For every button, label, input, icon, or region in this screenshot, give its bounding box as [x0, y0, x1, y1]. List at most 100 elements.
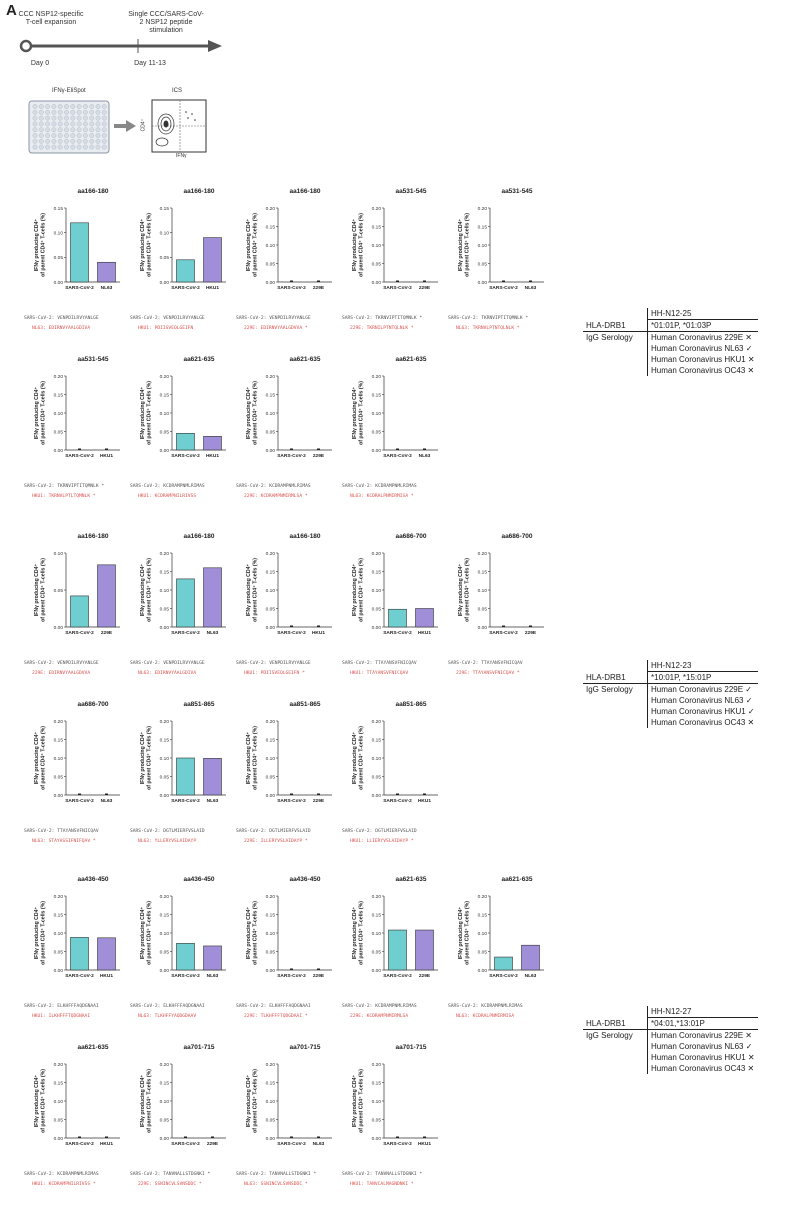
y-tick-label: 0.00 [372, 448, 382, 454]
elispot-well [38, 138, 44, 144]
y-tick-label: 0.05 [54, 1117, 64, 1123]
y-axis-label-line2: of parent CD4⁺ T-cells (%) [147, 901, 153, 965]
elispot-well [51, 109, 57, 115]
elispot-well [51, 121, 57, 127]
y-tick-label: 0.00 [54, 1136, 64, 1142]
x-tick-label: HKU1 [100, 973, 113, 979]
bar-chart: aa166-180 IFNγ producing CD4⁺of parent CD… [140, 533, 226, 636]
elispot-well [57, 115, 63, 121]
x-tick-label: HKU1 [418, 798, 431, 804]
y-tick-label: 0.05 [160, 774, 170, 780]
y-axis-label: IFNγ producing CD4⁺of parent CD4⁺ T-cell… [352, 726, 365, 790]
hla-serology-row: Human Coronavirus HKU1 ✕ [583, 354, 758, 365]
y-tick-label: 0.15 [54, 737, 64, 743]
chart-title: aa531-545 [501, 188, 532, 195]
elispot-well [95, 133, 101, 138]
chart-title: aa851-865 [395, 701, 426, 708]
y-tick-label: 0.05 [372, 774, 382, 780]
y-tick-label: 0.15 [54, 912, 64, 918]
bar-chart: aa436-450 IFNγ producing CD4⁺of parent CD… [140, 876, 226, 979]
zero-marker [396, 1136, 399, 1138]
y-axis-label-line2: of parent CD4⁺ T-cells (%) [41, 558, 47, 622]
bar-chart: aa621-635 IFNγ producing CD4⁺of parent CD… [246, 356, 332, 459]
chart-title: aa621-635 [289, 356, 320, 363]
elispot-well [32, 138, 38, 144]
y-axis-label-line1: IFNγ producing CD4⁺ [140, 1074, 146, 1127]
hla-serology-value: Human Coronavirus HKU1 ✓ [646, 706, 758, 717]
hla-drb1-label: HLA-DRB1 [583, 319, 648, 332]
elispot-well [45, 144, 50, 150]
y-axis-label: IFNγ producing CD4⁺of parent CD4⁺ T-cell… [246, 901, 259, 965]
zero-marker [290, 280, 293, 282]
sequence-ccc: HKU1: KCDRAMPNILRIVSS * [32, 1182, 96, 1187]
hla-serology-value: Human Coronavirus OC43 ✕ [646, 717, 758, 728]
y-axis-label: IFNγ producing CD4⁺of parent CD4⁺ T-cell… [34, 1069, 47, 1133]
hla-serology-value: Human Coronavirus NL63 ✓ [646, 1041, 758, 1052]
elispot-well [38, 133, 44, 138]
y-axis-label-line2: of parent CD4⁺ T-cells (%) [253, 381, 259, 445]
y-tick-label: 0.20 [372, 894, 382, 900]
elispot-well [89, 133, 95, 138]
y-tick-label: 0.20 [160, 374, 170, 380]
y-axis-label: IFNγ producing CD4⁺of parent CD4⁺ T-cell… [246, 558, 259, 622]
hla-serology-row: Human Coronavirus OC43 ✕ [583, 717, 758, 728]
hla-serology-row: Human Coronavirus HKU1 ✕ [583, 1052, 758, 1063]
y-tick-label: 0.10 [54, 931, 64, 937]
elispot-well [32, 115, 38, 121]
bar-sars-cov-2 [176, 943, 195, 971]
chart-title: aa621-635 [183, 356, 214, 363]
x-tick-label: SARS-CoV-2 [171, 285, 200, 291]
y-tick-label: 0.15 [266, 912, 276, 918]
bar-ccc [203, 758, 222, 796]
elispot-well [64, 115, 69, 121]
x-tick-label: 229E [313, 798, 325, 804]
chart-title: aa621-635 [77, 1044, 108, 1051]
y-axis-label-line2: of parent CD4⁺ T-cells (%) [359, 1069, 365, 1133]
hla-donor-id: HH-N12-27 [646, 1006, 758, 1018]
y-axis-label: IFNγ producing CD4⁺of parent CD4⁺ T-cell… [140, 1069, 153, 1133]
y-tick-label: 0.00 [54, 625, 64, 631]
sequence-sars: SARS-CoV-2: TKRNVIPTITQMNLK * [342, 316, 423, 321]
hla-header-row: HH-N12-27 [583, 1006, 758, 1018]
y-tick-label: 0.20 [266, 719, 276, 725]
y-tick-label: 0.05 [160, 949, 170, 955]
zero-marker [317, 280, 320, 282]
bar-sars-cov-2 [176, 578, 195, 628]
y-tick-label: 0.20 [266, 1062, 276, 1068]
elispot-well [101, 109, 107, 115]
x-tick-label: HKU1 [206, 285, 219, 291]
chart-title: aa701-715 [289, 1044, 320, 1051]
y-tick-label: 0.00 [266, 448, 276, 454]
x-tick-label: SARS-CoV-2 [383, 973, 412, 979]
sequence-sars: SARS-CoV-2: TTAYANSVFNICQAV [342, 661, 417, 666]
hla-empty [583, 343, 648, 354]
elispot-well [95, 127, 101, 133]
elispot-well [64, 133, 69, 138]
y-tick-label: 0.20 [478, 206, 488, 212]
y-tick-label: 0.20 [266, 374, 276, 380]
elispot-well [83, 121, 88, 127]
hla-grid: HH-N12-23 HLA-DRB1 *10:01P, *15:01P IgG Ser… [583, 660, 758, 728]
y-axis-label: IFNγ producing CD4⁺of parent CD4⁺ T-cell… [246, 213, 259, 277]
y-tick-label: 0.10 [478, 588, 488, 594]
y-tick-label: 0.10 [160, 931, 170, 937]
hla-serology-row: IgG Serology Human Coronavirus 229E ✕ [583, 1029, 758, 1041]
sequence-sars: SARS-CoV-2: VENPDILRVYANLGE [236, 316, 311, 321]
bar-ccc [203, 945, 222, 971]
chart-title: aa701-715 [395, 1044, 426, 1051]
y-axis-label-line1: IFNγ producing CD4⁺ [458, 218, 464, 271]
elispot-well [95, 144, 101, 150]
y-tick-label: 0.15 [478, 912, 488, 918]
zero-marker [105, 448, 108, 450]
y-tick-label: 0.10 [372, 1099, 382, 1105]
sequence-ccc: NL63: EDIRNVYAALGDIVA [32, 326, 91, 331]
bar-sars-cov-2 [388, 929, 407, 971]
y-tick-label: 0.15 [372, 912, 382, 918]
hla-drb1-label: HLA-DRB1 [583, 671, 648, 684]
x-tick-label: SARS-CoV-2 [383, 630, 412, 636]
sequence-ccc: NL63: STAYASSIFNIFQAV * [32, 839, 96, 844]
y-axis-label: IFNγ producing CD4⁺of parent CD4⁺ T-cell… [352, 1069, 365, 1133]
zero-marker [423, 793, 426, 795]
elispot-well [76, 144, 82, 150]
elispot-well [89, 115, 95, 121]
